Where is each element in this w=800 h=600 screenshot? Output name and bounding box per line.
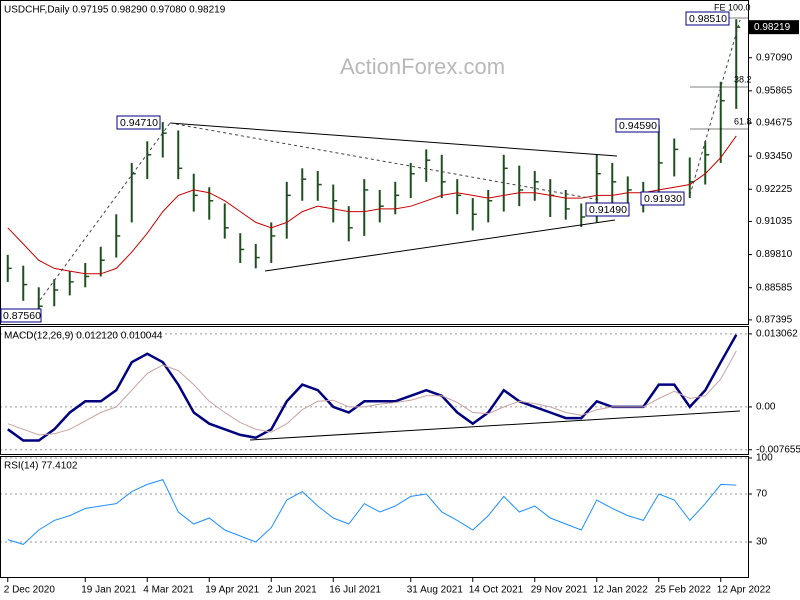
watermark: ActionForex.com — [340, 54, 505, 79]
current-price-label: 0.98219 — [754, 22, 791, 33]
y-tick-label: 0.91035 — [756, 216, 793, 227]
price-frame — [0, 0, 749, 325]
x-tick-label: 19 Jan 2021 — [81, 585, 136, 596]
annotation: 0.87560 — [3, 310, 41, 322]
series-line — [7, 350, 737, 436]
x-tick-label: 2 Jun 2021 — [267, 585, 317, 596]
series-line — [7, 478, 737, 545]
annotation-box — [640, 191, 685, 206]
y-tick-label: 100 — [756, 453, 773, 464]
y-tick-label: -0.007655 — [756, 444, 800, 455]
trendline — [689, 19, 741, 196]
fib-label: 61.8 — [734, 116, 752, 126]
annotation-box — [615, 118, 660, 133]
fib-label: 38.2 — [734, 74, 752, 84]
annotation-box — [116, 115, 161, 130]
y-tick-label: 0.95865 — [756, 85, 793, 96]
y-tick-label: 70 — [756, 489, 768, 500]
x-tick-label: 12 Jan 2022 — [593, 585, 648, 596]
rsi-title: RSI(14) 77.4102 — [4, 461, 78, 472]
x-tick-label: 12 Apr 2022 — [717, 585, 771, 596]
annotation: 0.91930 — [644, 193, 682, 205]
x-tick-label: 29 Nov 2021 — [531, 585, 588, 596]
x-tick-label: 14 Oct 2021 — [469, 585, 524, 596]
plot-layer: 0.97090 0.95865 0.94675 0.93450 0.92225 0.910… — [0, 19, 800, 596]
annotation: 0.94710 — [120, 117, 158, 129]
fib-label: FE 100.0 — [714, 2, 751, 12]
annotation-box — [685, 11, 730, 26]
annotation-box — [0, 308, 42, 323]
y-tick-label: 0.87395 — [756, 315, 793, 326]
x-tick-label: 4 Mar 2021 — [143, 585, 194, 596]
annotation-box — [585, 202, 630, 217]
x-tick-label: 25 Feb 2022 — [655, 585, 712, 596]
x-tick-label: 31 Aug 2021 — [407, 585, 464, 596]
y-tick-label: 0.00 — [756, 402, 776, 413]
current-price-box — [749, 20, 799, 35]
rsi-frame — [0, 456, 749, 578]
macd-title: MACD(12,26,9) 0.012120 0.010044 — [4, 331, 163, 342]
trendline — [264, 219, 616, 272]
y-tick-label: 0.94675 — [756, 118, 793, 129]
x-tick-label: 19 Apr 2021 — [205, 585, 259, 596]
annotation: 0.94590 — [619, 120, 657, 132]
chart-title: USDCHF,Daily 0.97195 0.98290 0.97080 0.9… — [4, 5, 226, 16]
series-line — [7, 135, 737, 275]
y-tick-label: 0.93450 — [756, 151, 793, 162]
annotation: 0.91490 — [589, 204, 627, 216]
trendline — [169, 122, 601, 201]
y-tick-label: 0.013062 — [756, 329, 798, 340]
y-tick-label: 30 — [756, 537, 768, 548]
trendline — [249, 410, 741, 441]
y-tick-label: 0.92225 — [756, 184, 793, 195]
y-tick-label: 0.88585 — [756, 282, 793, 293]
trendline — [39, 122, 171, 301]
x-tick-label: 16 Jul 2021 — [329, 585, 381, 596]
macd-frame — [0, 326, 749, 455]
trendline — [169, 122, 618, 157]
y-tick-label: 0.97090 — [756, 52, 793, 63]
x-tick-label: 2 Dec 2020 — [4, 585, 56, 596]
y-tick-label: 0.89810 — [756, 249, 793, 260]
annotation: 0.98510 — [689, 13, 727, 25]
